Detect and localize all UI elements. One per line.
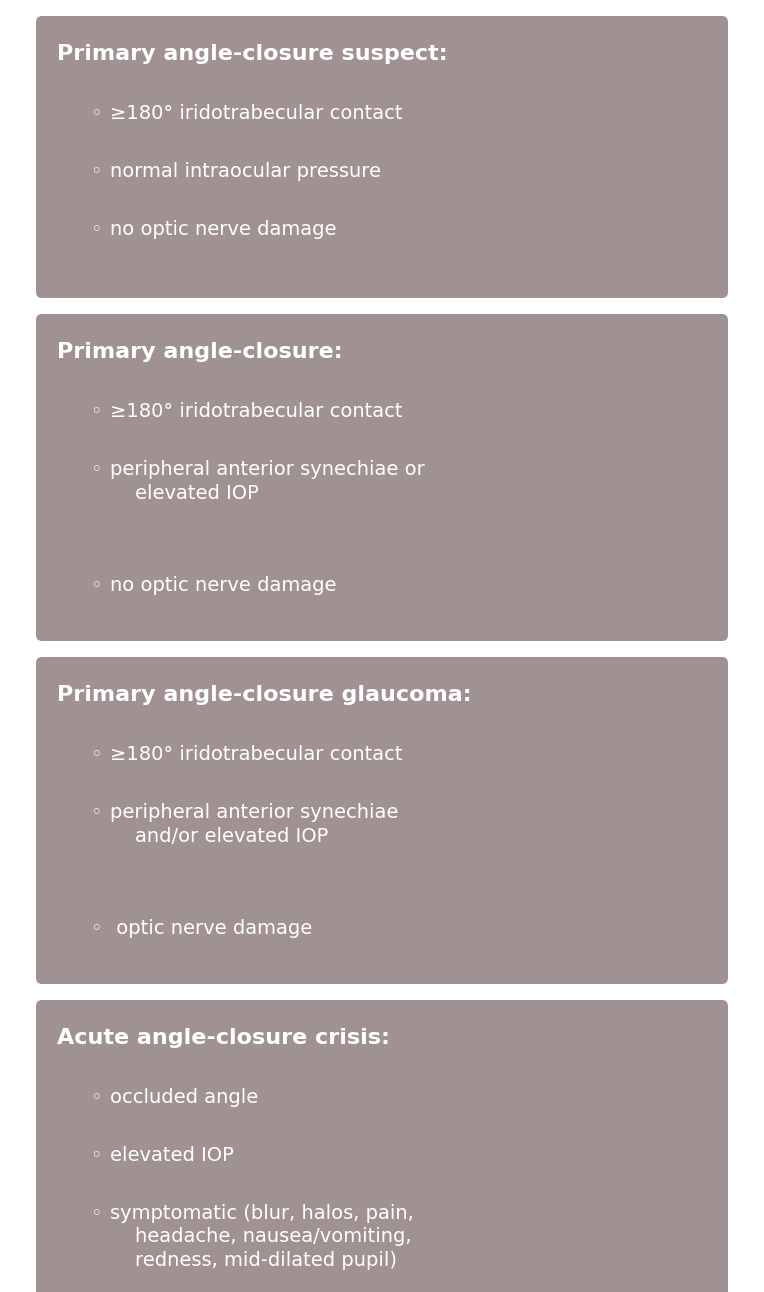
FancyBboxPatch shape	[36, 314, 728, 641]
Text: elevated IOP: elevated IOP	[110, 1146, 234, 1165]
Text: ≥180° iridotrabecular contact: ≥180° iridotrabecular contact	[110, 103, 403, 123]
Text: ◦: ◦	[90, 220, 102, 239]
Text: ◦: ◦	[90, 804, 102, 822]
Text: ◦: ◦	[90, 1204, 102, 1224]
Text: no optic nerve damage: no optic nerve damage	[110, 220, 336, 239]
Text: ◦: ◦	[90, 576, 102, 596]
Text: ◦: ◦	[90, 103, 102, 123]
FancyBboxPatch shape	[36, 1000, 728, 1292]
Text: ≥180° iridotrabecular contact: ≥180° iridotrabecular contact	[110, 402, 403, 421]
Text: peripheral anterior synechiae or
    elevated IOP: peripheral anterior synechiae or elevate…	[110, 460, 425, 503]
Text: normal intraocular pressure: normal intraocular pressure	[110, 162, 381, 181]
FancyBboxPatch shape	[36, 658, 728, 985]
Text: Primary angle-closure suspect:: Primary angle-closure suspect:	[57, 44, 448, 65]
Text: no optic nerve damage: no optic nerve damage	[110, 576, 336, 596]
Text: ◦: ◦	[90, 402, 102, 421]
FancyBboxPatch shape	[36, 16, 728, 298]
Text: Primary angle-closure glaucoma:: Primary angle-closure glaucoma:	[57, 685, 471, 705]
Text: ◦: ◦	[90, 1088, 102, 1107]
Text: Primary angle-closure:: Primary angle-closure:	[57, 342, 342, 362]
Text: Acute angle-closure crisis:: Acute angle-closure crisis:	[57, 1028, 390, 1048]
Text: symptomatic (blur, halos, pain,
    headache, nausea/vomiting,
    redness, mid-: symptomatic (blur, halos, pain, headache…	[110, 1204, 414, 1270]
Text: ◦: ◦	[90, 919, 102, 938]
Text: occluded angle: occluded angle	[110, 1088, 258, 1107]
Text: ◦: ◦	[90, 460, 102, 479]
Text: peripheral anterior synechiae
    and/or elevated IOP: peripheral anterior synechiae and/or ele…	[110, 804, 398, 845]
Text: ≥180° iridotrabecular contact: ≥180° iridotrabecular contact	[110, 745, 403, 764]
Text: ◦: ◦	[90, 1146, 102, 1165]
Text: ◦: ◦	[90, 745, 102, 764]
Text: ◦: ◦	[90, 162, 102, 181]
Text: optic nerve damage: optic nerve damage	[110, 919, 312, 938]
